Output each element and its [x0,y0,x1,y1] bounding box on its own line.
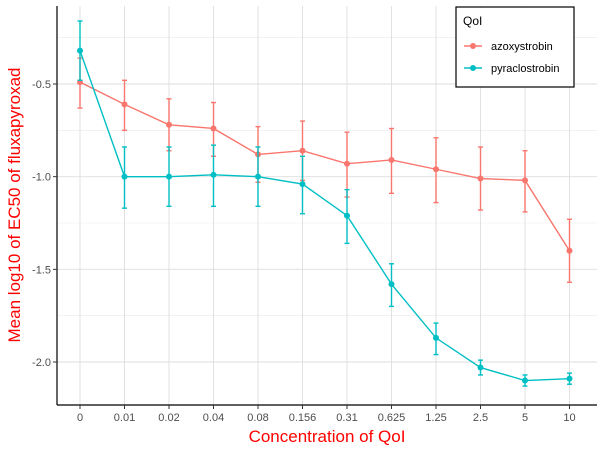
x-tick-label: 0.31 [336,412,357,424]
x-tick-label: 0.01 [114,412,135,424]
y-tick-label: -1.5 [32,264,51,276]
x-tick-label: 0.156 [289,412,317,424]
legend-label: azoxystrobin [491,41,553,53]
data-point [522,377,528,384]
data-point [210,171,217,178]
y-tick-label: -2.0 [32,357,51,369]
series-azoxystrobin [77,57,573,284]
y-tick-label: -1.0 [32,172,51,184]
x-axis-ticks: 0 0.01 0.02 0.04 0.08 0.156 0.31 0.625 1.25 2.5 5 1… [77,405,576,424]
data-point [388,281,395,288]
data-point [477,364,484,371]
series-layer [77,20,573,387]
x-tick-label: 0.625 [378,412,406,424]
x-tick-label: 0 [77,412,83,424]
y-tick-label: -0.5 [32,79,51,91]
data-point [121,101,128,108]
data-point [210,125,217,132]
data-point [433,334,439,341]
data-point [477,175,484,182]
y-axis-ticks: -2.0 -1.5 -1.0 -0.5 [32,79,57,369]
x-tick-label: 10 [563,412,575,424]
legend-items: azoxystrobin pyraclostrobin [464,41,559,75]
y-axis-title: Mean log10 of EC50 of fluxapyroxad [5,67,24,342]
x-tick-label: 0.02 [158,412,179,424]
legend-label: pyraclostrobin [491,63,559,75]
x-tick-label: 5 [522,412,528,424]
series-pyraclostrobin [77,20,573,387]
data-point [433,166,439,173]
data-point [344,160,350,167]
legend-item-azoxystrobin: azoxystrobin [464,41,553,53]
series-line [79,50,570,382]
legend-key-point [470,65,476,71]
data-point [166,121,172,128]
data-point [255,173,261,180]
x-tick-label: 2.5 [473,412,488,424]
legend-title: QoI [463,14,482,28]
series-line [79,81,571,252]
data-point [166,173,172,180]
data-point [121,173,128,180]
legend: QoI azoxystrobin pyraclostrobin [455,6,575,88]
x-axis-title: Concentration of QoI [249,427,406,446]
x-tick-label: 0.08 [247,412,268,424]
legend-key-point [470,43,476,49]
data-point [566,375,573,382]
data-point [388,156,395,163]
x-tick-label: 0.04 [203,412,224,424]
data-point [77,47,83,54]
legend-item-pyraclostrobin: pyraclostrobin [464,63,559,75]
data-point [522,177,528,184]
x-tick-label: 1.25 [425,412,446,424]
legend-box [455,6,575,88]
data-point [299,147,306,154]
data-point [344,212,350,219]
data-point [566,247,573,254]
data-point [299,181,306,188]
